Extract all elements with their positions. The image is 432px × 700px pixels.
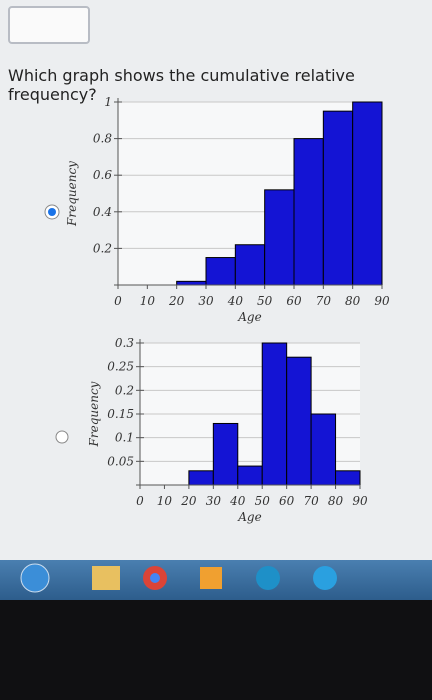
bar (264, 189, 295, 286)
x-tick-label: 0 (114, 294, 122, 308)
y-axis-label: Frequency (65, 161, 79, 227)
bar (335, 470, 361, 486)
y-tick-label: 0.4 (93, 205, 112, 219)
x-tick-label: 30 (206, 494, 222, 508)
y-tick-label: 0.25 (107, 360, 134, 374)
bar (237, 465, 263, 486)
x-tick-label: 80 (328, 494, 344, 508)
bar (286, 356, 312, 486)
x-tick-label: 50 (255, 494, 271, 508)
bar (188, 470, 214, 486)
x-tick-label: 0 (136, 494, 144, 508)
edge-icon[interactable] (256, 566, 280, 590)
start-button[interactable] (20, 563, 50, 593)
y-tick-label: 0.6 (93, 168, 112, 182)
bar (234, 244, 266, 286)
y-tick-label: 0.05 (107, 454, 134, 468)
radio-unselected[interactable] (55, 430, 69, 444)
x-tick-label: 90 (374, 294, 390, 308)
bar (293, 138, 324, 286)
chrome-center (150, 573, 160, 583)
bar (176, 280, 207, 286)
x-tick-label: 90 (352, 494, 368, 508)
x-axis-label: Age (237, 510, 261, 524)
app-icon[interactable] (200, 567, 222, 589)
y-tick-label: 0.1 (115, 431, 134, 445)
y-tick-label: 0.2 (115, 383, 134, 397)
folder-icon[interactable] (92, 566, 120, 590)
y-tick-label: 0.2 (93, 241, 112, 255)
x-tick-label: 20 (168, 294, 185, 308)
charts: 0.20.40.60.810 10 20 30 40 50 60 70 80 90AgeFrequ… (44, 95, 390, 524)
question: Which graph shows the cumulative relativ… (8, 66, 355, 104)
bar (322, 110, 354, 286)
x-tick-label: 20 (180, 494, 197, 508)
x-tick-label: 60 (286, 294, 302, 308)
x-tick-label: 10 (157, 494, 173, 508)
y-tick-label: 0.8 (93, 132, 112, 146)
y-tick-label: 1 (104, 95, 112, 109)
x-tick-label: 70 (303, 494, 319, 508)
ie-icon[interactable] (313, 566, 337, 590)
taskbar (0, 560, 432, 600)
x-tick-label: 70 (316, 294, 332, 308)
y-axis-label: Frequency (87, 381, 101, 447)
y-tick-label: 0.15 (107, 407, 134, 421)
x-tick-label: 10 (140, 294, 156, 308)
answer-box[interactable] (8, 6, 90, 44)
x-tick-label: 80 (345, 294, 361, 308)
y-tick-label: 0.3 (115, 336, 134, 350)
monitor-bezel (0, 600, 432, 700)
screen: Which graph shows the cumulative relativ… (0, 0, 432, 560)
x-tick-label: 40 (229, 494, 246, 508)
x-axis-label: Age (237, 310, 261, 324)
x-tick-label: 30 (198, 294, 214, 308)
bar (310, 413, 337, 486)
bar (352, 101, 383, 286)
x-tick-label: 60 (279, 494, 295, 508)
bar (261, 342, 288, 486)
bar (212, 422, 239, 486)
x-tick-label: 50 (257, 294, 273, 308)
taskbar-icons (20, 563, 337, 593)
bar (205, 257, 236, 286)
radio-dot (48, 208, 56, 216)
x-tick-label: 40 (227, 294, 244, 308)
